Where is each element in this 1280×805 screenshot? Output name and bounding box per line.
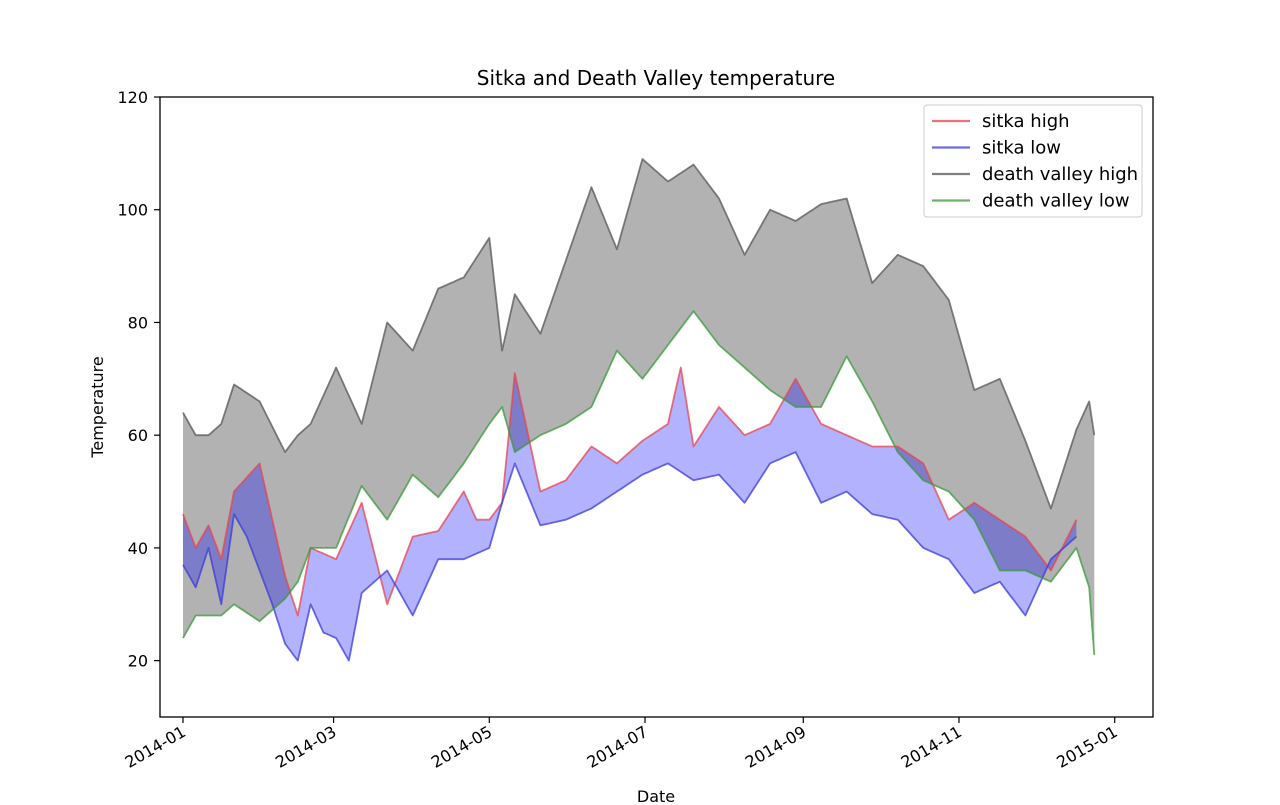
legend-label: sitka high: [982, 111, 1070, 132]
y-axis-ticks: 20 40 60 80 100 120: [117, 88, 160, 671]
x-tick-label: 2014-09: [742, 722, 809, 772]
legend: sitka high sitka low death valley high deat…: [923, 104, 1143, 218]
series-line-death-valley-low: [182, 310, 1096, 656]
legend-box: [923, 104, 1143, 218]
y-tick-label: 40: [128, 539, 148, 558]
legend-label: sitka low: [982, 138, 1061, 159]
y-tick-label: 100: [117, 201, 148, 220]
y-tick-label: 80: [128, 313, 148, 332]
x-tick-label: 2014-01: [122, 722, 189, 772]
y-axis-label: Temperature: [88, 356, 107, 458]
axes-frame: [159, 96, 1154, 718]
series-line-sitka-low: [182, 451, 1078, 662]
series-layer: [182, 158, 1096, 662]
y-tick-label: 120: [117, 88, 148, 107]
y-tick-label: 60: [128, 426, 148, 445]
x-tick-label: 2014-07: [584, 722, 651, 772]
x-tick-label: 2014-11: [898, 722, 965, 772]
x-tick-label: 2014-05: [428, 722, 495, 772]
x-axis-ticks: 2014-01 2014-03 2014-05 2014-07 2014-09 2014-…: [122, 717, 1121, 772]
fill-layer: [183, 159, 1095, 661]
x-tick-label: 2014-03: [272, 722, 339, 772]
y-tick-label: 20: [128, 652, 148, 671]
series-line-death-valley-high: [182, 158, 1096, 510]
chart-title: Sitka and Death Valley temperature: [477, 66, 835, 90]
fill-sitka-high-band: [183, 367, 1077, 661]
legend-label: death valley low: [982, 191, 1130, 212]
x-tick-label: 2015-01: [1053, 722, 1120, 772]
series-line-sitka-high: [182, 366, 1078, 617]
fill-death-valley-high-band: [183, 159, 1095, 655]
legend-label: death valley high: [982, 164, 1138, 185]
x-axis-label: Date: [637, 787, 675, 805]
